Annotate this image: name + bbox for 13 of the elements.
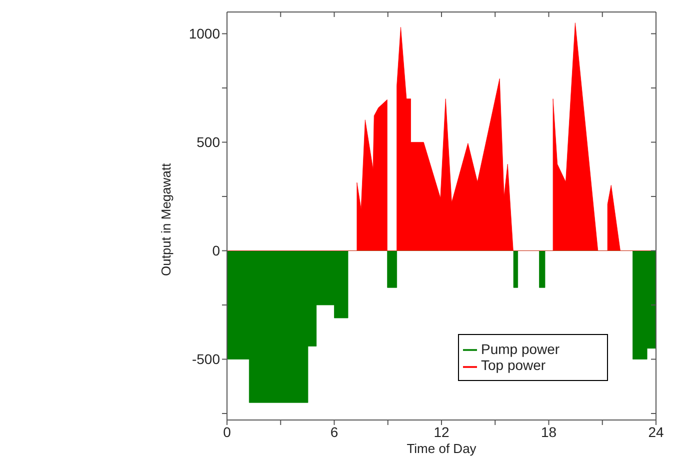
x-tick-label: 12 (434, 424, 450, 440)
y-tick-label: 0 (212, 242, 220, 259)
x-tick-label: 18 (540, 424, 557, 440)
y-axis-title: Output in Megawatt (158, 162, 174, 276)
legend-label: Pump power (481, 341, 560, 357)
legend-label: Top power (481, 357, 546, 374)
y-tick-label: -500 (192, 351, 220, 368)
x-axis-title: Time of Day (406, 441, 477, 456)
x-tick-label: 24 (648, 424, 664, 440)
y-tick-label: 1000 (188, 26, 220, 42)
x-tick-label: 0 (223, 424, 232, 440)
y-tick-label: 500 (196, 134, 220, 150)
x-tick-label: 6 (330, 424, 338, 440)
